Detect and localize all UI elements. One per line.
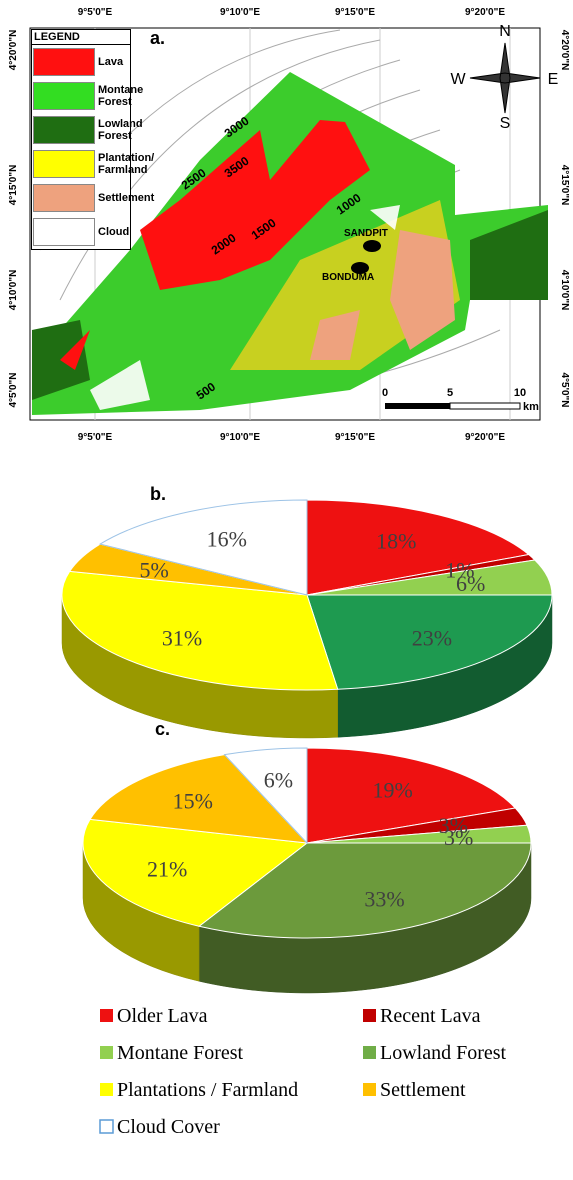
map-legend-swatch xyxy=(33,48,95,76)
place-marker xyxy=(363,240,381,252)
map-x-label: 9°20'0"E xyxy=(465,7,505,18)
scale-bar xyxy=(385,403,450,409)
map-legend-name: Montane Forest xyxy=(98,84,143,108)
map-x-label: 9°10'0"E xyxy=(220,7,260,18)
legend-label: Cloud Cover xyxy=(117,1116,220,1138)
map-x-label: 9°15'0"E xyxy=(335,432,375,443)
slice-label: 18% xyxy=(376,528,416,553)
slice-label: 31% xyxy=(162,626,202,651)
legend-swatch xyxy=(100,1120,113,1133)
map-y-label: 4°10'0"N xyxy=(8,270,19,311)
map-legend-title: LEGEND xyxy=(32,30,130,45)
scale-label: 10 xyxy=(514,387,526,399)
compass-label: N xyxy=(499,23,511,40)
legend-swatch xyxy=(100,1083,113,1096)
map-y-label: 4°5'0"N xyxy=(559,372,570,407)
map-x-label: 9°5'0"E xyxy=(78,7,113,18)
map-y-label: 4°15'0"N xyxy=(559,165,570,206)
legend-label: Settlement xyxy=(380,1079,466,1101)
map-legend-swatch xyxy=(33,150,95,178)
map-legend-name: Cloud xyxy=(98,226,129,238)
map-y-label: 4°15'0"N xyxy=(8,165,19,206)
slice-label: 16% xyxy=(207,526,247,551)
legend-label: Lowland Forest xyxy=(380,1042,507,1064)
slice-label: 6% xyxy=(456,571,485,596)
map-legend-name: Lava xyxy=(98,56,123,68)
map-x-label: 9°15'0"E xyxy=(335,7,375,18)
scale-unit: km xyxy=(523,401,539,413)
map-x-label: 9°20'0"E xyxy=(465,432,505,443)
legend-swatch xyxy=(100,1046,113,1059)
compass-label: W xyxy=(450,71,466,88)
map-legend-item: Settlement xyxy=(32,181,130,215)
slice-label: 3% xyxy=(444,825,473,850)
page: 300035002500200015001000500SANDPITBONDUM… xyxy=(0,0,573,1180)
slice-label: 23% xyxy=(412,626,452,651)
compass-label: S xyxy=(500,115,511,132)
map-legend-swatch xyxy=(33,82,95,110)
panel-label: b. xyxy=(150,484,166,504)
slice-label: 15% xyxy=(173,788,213,813)
slice-label: 19% xyxy=(372,778,412,803)
legend-label: Plantations / Farmland xyxy=(117,1079,298,1101)
panel-label: a. xyxy=(150,28,165,48)
slice-label: 5% xyxy=(139,557,168,582)
legend-swatch xyxy=(363,1046,376,1059)
map-y-label: 4°5'0"N xyxy=(8,372,19,407)
map-y-label: 4°20'0"N xyxy=(8,30,19,71)
legend-label: Older Lava xyxy=(117,1005,208,1027)
scale-label: 0 xyxy=(382,387,388,399)
place-label: BONDUMA xyxy=(322,272,374,283)
compass-label: E xyxy=(548,71,559,88)
map-legend-name: Settlement xyxy=(98,192,154,204)
map-legend-item: Lava xyxy=(32,45,130,79)
legend-label: Recent Lava xyxy=(380,1005,481,1027)
scale-label: 5 xyxy=(447,387,453,399)
map-legend-swatch xyxy=(33,218,95,246)
map-legend-item: Lowland Forest xyxy=(32,113,130,147)
map-legend-swatch xyxy=(33,116,95,144)
map-legend-item: Plantation/ Farmland xyxy=(32,147,130,181)
map-legend-item: Cloud xyxy=(32,215,130,249)
legend-label: Montane Forest xyxy=(117,1042,244,1064)
map-legend-item: Montane Forest xyxy=(32,79,130,113)
map-legend-name: Plantation/ Farmland xyxy=(98,152,154,176)
map-x-label: 9°5'0"E xyxy=(78,432,113,443)
map-y-label: 4°10'0"N xyxy=(559,270,570,311)
map-legend-swatch xyxy=(33,184,95,212)
legend-swatch xyxy=(363,1083,376,1096)
map-legend-name: Lowland Forest xyxy=(98,118,143,142)
place-label: SANDPIT xyxy=(344,228,388,239)
scale-bar xyxy=(450,403,520,409)
slice-label: 33% xyxy=(364,887,404,912)
map-y-label: 4°20'0"N xyxy=(559,30,570,71)
legend-swatch xyxy=(100,1009,113,1022)
panel-label: c. xyxy=(155,719,170,739)
slice-label: 21% xyxy=(147,857,187,882)
slice-label: 6% xyxy=(264,768,293,793)
map-x-label: 9°10'0"E xyxy=(220,432,260,443)
legend-swatch xyxy=(363,1009,376,1022)
